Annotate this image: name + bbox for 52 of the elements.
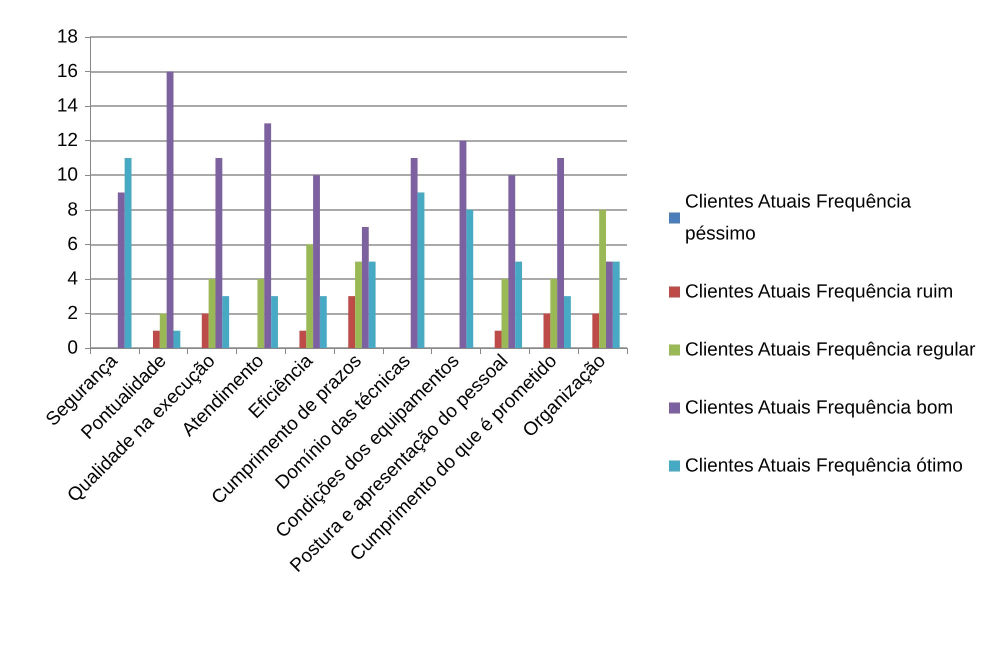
bar (502, 278, 508, 348)
bar (606, 262, 613, 348)
y-tick-label: 12 (56, 130, 78, 152)
legend-label: Clientes Atuais Frequência ótimo (685, 456, 963, 476)
bar (173, 330, 180, 348)
bar (599, 210, 606, 348)
legend-label: Clientes Atuais Frequência regular (685, 340, 976, 360)
bar (124, 158, 132, 348)
bar (348, 296, 356, 348)
bar (215, 158, 222, 348)
bar (152, 330, 160, 348)
bar (160, 313, 167, 348)
y-tick-label: 4 (67, 268, 78, 290)
bar (355, 262, 362, 348)
bar (202, 313, 209, 348)
bar (494, 330, 502, 348)
bar (271, 296, 278, 348)
legend-label: Clientes Atuais Frequência ruim (685, 282, 954, 302)
legend-label: Clientes Atuais Frequência bom (685, 398, 954, 418)
legend-label: Clientes Atuais Frequência péssimo (685, 192, 916, 244)
bar (208, 278, 216, 348)
bar (592, 313, 600, 348)
bar (564, 296, 571, 348)
bar (557, 158, 564, 348)
bar (306, 244, 314, 348)
bar (166, 72, 174, 348)
bar (550, 278, 558, 348)
bar (460, 140, 466, 348)
bar (264, 123, 272, 348)
y-tick-label: 18 (56, 26, 78, 48)
bar (320, 296, 327, 348)
bar (418, 192, 424, 348)
bar (508, 175, 516, 348)
bar (368, 262, 376, 348)
y-tick-label: 8 (67, 199, 78, 220)
y-tick-label: 16 (56, 61, 78, 82)
bar (612, 262, 620, 348)
bar (466, 210, 474, 348)
bar (299, 330, 306, 348)
bar (515, 262, 522, 348)
bar (362, 227, 369, 348)
y-tick-label: 10 (56, 164, 78, 186)
bar (257, 278, 264, 348)
bar (118, 192, 125, 348)
bar (410, 158, 418, 348)
bar (222, 296, 230, 348)
y-tick-label: 2 (67, 302, 78, 324)
bar (544, 313, 550, 348)
bar (313, 175, 320, 348)
y-tick-label: 6 (67, 234, 78, 255)
y-tick-label: 14 (56, 96, 78, 117)
y-tick-label: 0 (67, 338, 78, 358)
